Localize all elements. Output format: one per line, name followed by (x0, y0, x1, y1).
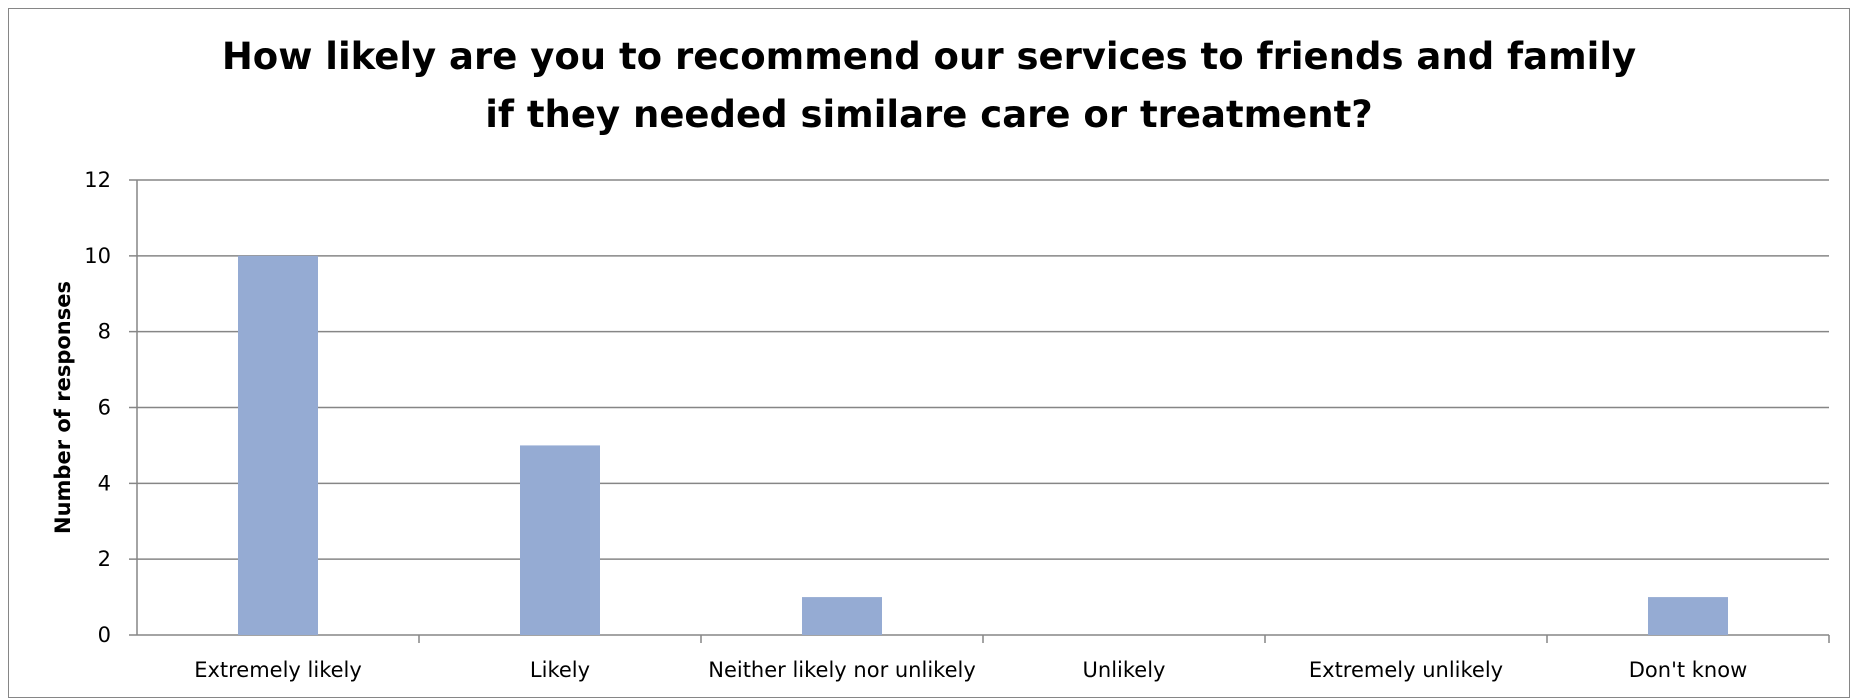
y-tick-label: 12 (84, 168, 111, 192)
x-axis-ticks: Extremely likely Likely Neither likely nor… (194, 635, 1830, 682)
x-tick-label: Likely (530, 658, 590, 682)
x-tick-label: Unlikely (1083, 658, 1166, 682)
x-tick-label: Extremely likely (194, 658, 362, 682)
y-tick-label: 4 (98, 471, 111, 495)
x-tick-label: Extremely unlikely (1309, 658, 1503, 682)
x-tick-label: Don't know (1629, 658, 1748, 682)
bar (802, 597, 882, 635)
y-tick-label: 6 (98, 396, 111, 420)
bars (238, 255, 1728, 636)
chart-title: How likely are you to recommend our serv… (221, 35, 1637, 136)
y-tick-label: 8 (98, 320, 111, 344)
y-axis-ticks: 0 2 4 6 8 10 12 (84, 168, 111, 647)
y-axis-title: Number of responses (51, 281, 75, 534)
y-tick-label: 0 (98, 623, 111, 647)
y-tick-label: 10 (84, 244, 111, 268)
bar (238, 255, 318, 636)
x-tick-label: Neither likely nor unlikely (708, 658, 976, 682)
gridlines (129, 179, 1829, 636)
bar (1648, 597, 1728, 635)
bar (520, 445, 600, 635)
y-tick-label: 2 (98, 547, 111, 571)
